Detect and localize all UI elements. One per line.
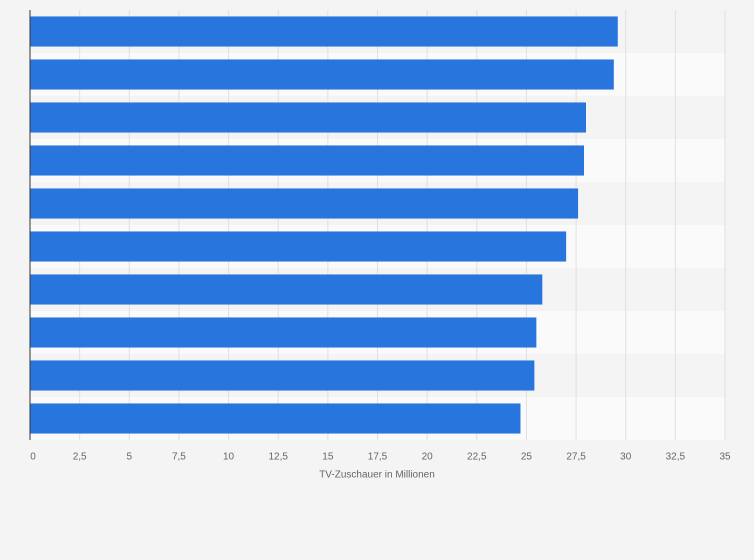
x-tick-label: 7,5 bbox=[172, 452, 186, 463]
bar bbox=[30, 16, 618, 47]
x-tick-label: 30 bbox=[620, 452, 632, 463]
x-axis-label: TV-Zuschauer in Millionen bbox=[319, 470, 435, 481]
x-tick-label: 20 bbox=[422, 452, 434, 463]
bar bbox=[30, 59, 614, 90]
bar bbox=[30, 274, 543, 305]
bar bbox=[30, 102, 586, 133]
x-tick-label: 27,5 bbox=[566, 452, 586, 463]
x-tick-label: 17,5 bbox=[368, 452, 388, 463]
x-tick-label: 32,5 bbox=[666, 452, 686, 463]
x-tick-label: 22,5 bbox=[467, 452, 487, 463]
x-tick-label: 12,5 bbox=[268, 452, 288, 463]
bar bbox=[30, 231, 567, 262]
x-tick-label: 15 bbox=[322, 452, 334, 463]
bar bbox=[30, 188, 579, 219]
x-tick-label: 10 bbox=[223, 452, 235, 463]
bar bbox=[30, 145, 585, 176]
x-tick-label: 35 bbox=[719, 452, 731, 463]
x-tick-label: 2,5 bbox=[73, 452, 87, 463]
bar bbox=[30, 360, 535, 391]
x-tick-label: 25 bbox=[521, 452, 533, 463]
x-tick-label: 5 bbox=[127, 452, 133, 463]
bar bbox=[30, 403, 521, 434]
x-tick-label: 0 bbox=[30, 452, 36, 463]
bar bbox=[30, 317, 537, 348]
